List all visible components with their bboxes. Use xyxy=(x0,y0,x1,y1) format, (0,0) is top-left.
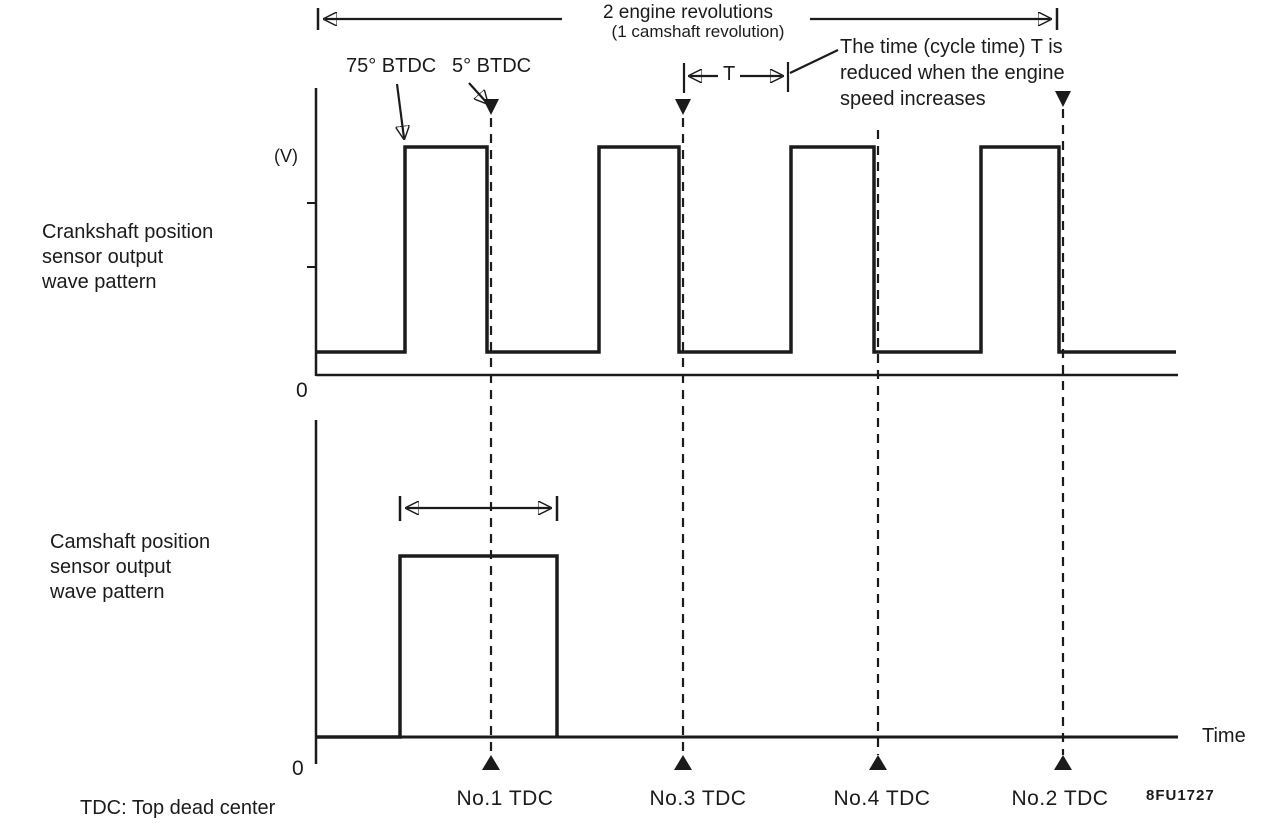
crank-zero-label: 0 xyxy=(296,379,308,402)
tdc-top-marker-no1 xyxy=(483,99,499,115)
tdc-bottom-marker-no3 xyxy=(674,755,692,770)
time-axis-label: Time xyxy=(1202,725,1246,747)
tdc-label-no2: No.2 TDC xyxy=(1011,787,1109,810)
tdc-label-no3: No.3 TDC xyxy=(649,787,747,810)
crankshaft-waveform xyxy=(316,145,1176,354)
figure-code: 8FU1727 xyxy=(1146,787,1215,804)
btdc-5-label: 5° BTDC xyxy=(452,55,532,77)
tdc-bottom-marker-no4 xyxy=(869,755,887,770)
span-label-line2: (1 camshaft revolution) xyxy=(611,22,785,41)
tdc-top-marker-no3 xyxy=(675,99,691,115)
btdc-75-label: 75° BTDC xyxy=(346,55,437,77)
tdc-bottom-marker-no1 xyxy=(482,755,500,770)
camshaft-waveform xyxy=(316,554,559,739)
span-label-line1: 2 engine revolutions xyxy=(602,2,774,23)
cycle-time-t-label: T xyxy=(718,62,741,87)
tdc-label-no4: No.4 TDC xyxy=(833,787,931,810)
tdc-definition: TDC: Top dead center xyxy=(80,797,276,819)
tdc-label-no1: No.1 TDC xyxy=(456,787,554,810)
cycle-note-leader-line xyxy=(789,49,839,74)
volts-axis-label: (V) xyxy=(274,146,298,166)
crankshaft-trace-label: Crankshaft position sensor output wave p… xyxy=(42,221,214,293)
camshaft-trace-label: Camshaft position sensor output wave pat… xyxy=(50,531,211,603)
cycle-time-note: The time (cycle time) T is reduced when … xyxy=(840,36,1065,110)
tdc-top-marker-no2 xyxy=(1055,91,1071,107)
tdc-bottom-marker-no2 xyxy=(1054,755,1072,770)
cam-zero-label: 0 xyxy=(292,757,304,780)
btdc-75-arrow xyxy=(397,83,404,138)
